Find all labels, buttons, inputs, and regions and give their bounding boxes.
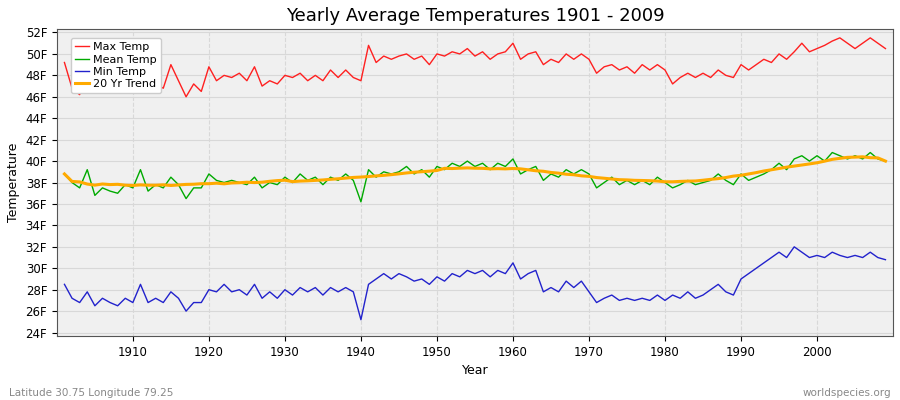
Mean Temp (508, 156, 518, 161)
20 Yr Trend (166, 183, 176, 188)
Line: Min Temp: Min Temp (65, 247, 886, 320)
Min Temp (788, 244, 799, 249)
Mean Temp (827, 150, 838, 155)
Y-axis label: Temperature: Temperature (7, 143, 20, 222)
Min Temp (880, 257, 891, 262)
Min Temp (515, 276, 526, 281)
Max Temp (834, 36, 845, 40)
Text: worldspecies.org: worldspecies.org (803, 388, 891, 398)
20 Yr Trend (340, 176, 351, 180)
20 Yr Trend (120, 183, 130, 188)
Min Temp (508, 260, 518, 265)
20 Yr Trend (857, 154, 868, 159)
20 Yr Trend (508, 166, 518, 171)
20 Yr Trend (294, 179, 305, 184)
Min Temp (59, 282, 70, 287)
20 Yr Trend (59, 172, 70, 176)
Max Temp (515, 57, 526, 62)
Max Temp (294, 71, 305, 76)
Mean Temp (59, 172, 70, 176)
Min Temp (333, 290, 344, 294)
Max Temp (340, 68, 351, 72)
Mean Temp (607, 175, 617, 180)
Line: 20 Yr Trend: 20 Yr Trend (65, 157, 886, 186)
Max Temp (181, 94, 192, 99)
Max Temp (508, 41, 518, 46)
Min Temp (287, 293, 298, 298)
Title: Yearly Average Temperatures 1901 - 2009: Yearly Average Temperatures 1901 - 2009 (285, 7, 664, 25)
Mean Temp (120, 182, 130, 187)
Max Temp (59, 60, 70, 65)
Text: Latitude 30.75 Longitude 79.25: Latitude 30.75 Longitude 79.25 (9, 388, 174, 398)
Mean Temp (287, 180, 298, 185)
Mean Temp (333, 178, 344, 183)
20 Yr Trend (880, 159, 891, 164)
Mean Temp (356, 200, 366, 204)
Min Temp (356, 317, 366, 322)
Max Temp (607, 62, 617, 67)
Line: Max Temp: Max Temp (65, 38, 886, 97)
20 Yr Trend (515, 166, 526, 171)
Mean Temp (515, 172, 526, 176)
Max Temp (120, 84, 130, 88)
X-axis label: Year: Year (462, 364, 489, 377)
Max Temp (880, 46, 891, 51)
Min Temp (607, 293, 617, 298)
Mean Temp (880, 159, 891, 164)
20 Yr Trend (607, 176, 617, 181)
Legend: Max Temp, Mean Temp, Min Temp, 20 Yr Trend: Max Temp, Mean Temp, Min Temp, 20 Yr Tre… (71, 38, 161, 94)
Line: Mean Temp: Mean Temp (65, 152, 886, 202)
Min Temp (120, 296, 130, 301)
